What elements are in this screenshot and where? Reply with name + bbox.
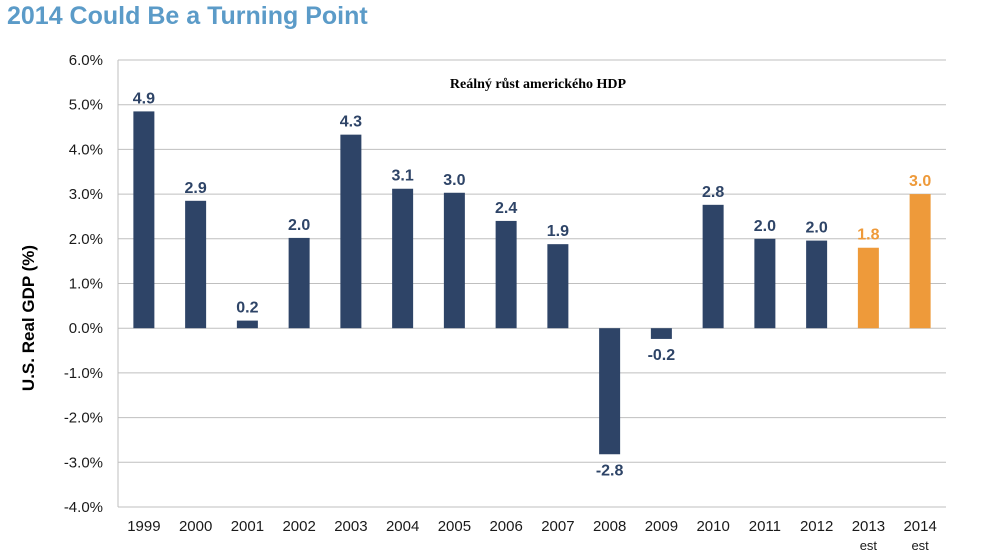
gridlines [117,59,946,508]
x-category-2000: 2000 [179,518,212,535]
y-tick-label: 3.0% [69,186,103,203]
data-label-2005: 3.0 [443,172,465,189]
data-label-2008: -2.8 [596,462,624,479]
chart-title: Reálný růst amerického HDP [450,77,627,92]
bar-2012 [806,240,828,329]
data-label-2009: -0.2 [648,347,676,364]
y-tick-label: -2.0% [64,410,103,427]
y-axis-ticks: 6.0% 5.0% 4.0% 3.0% 2.0% 1.0% 0.0% -1.0% -2.0% -3… [64,52,103,516]
x-category-2001: 2001 [231,518,264,535]
x-category-2004: 2004 [386,518,419,535]
x-category-1999: 1999 [127,518,160,535]
y-tick-label: 4.0% [69,141,103,158]
data-label-1999: 4.9 [133,90,155,107]
bar-2007 [547,244,569,329]
bar-2009 [650,328,672,339]
data-label-2000: 2.9 [185,180,207,197]
y-axis-label: U.S. Real GDP (%) [19,245,38,391]
x-category-2009: 2009 [645,518,678,535]
data-label-2011: 2.0 [754,218,776,235]
x-category-2013: 2013 [852,518,885,535]
bar-2004 [392,188,414,329]
bar-1999 [133,111,155,329]
bar-2014 [909,194,931,329]
bar-2002 [288,237,310,329]
data-label-2010: 2.8 [702,184,724,201]
data-label-2007: 1.9 [547,223,569,240]
y-tick-label: 6.0% [69,52,103,69]
x-category-2005: 2005 [438,518,471,535]
data-label-2012: 2.0 [806,220,828,237]
bar-2011 [754,238,776,329]
x-category-2007: 2007 [541,518,574,535]
y-tick-label: 1.0% [69,276,103,293]
data-labels: 4.9 2.9 0.2 2.0 4.3 3.1 3.0 2.4 1.9 -2.8 -0.2 2.8 2.… [133,90,932,479]
data-label-2002: 2.0 [288,217,310,234]
data-label-2001: 0.2 [236,300,258,317]
bar-2008 [599,328,621,455]
data-label-2014: 3.0 [909,173,931,190]
y-tick-label: -3.0% [64,454,103,471]
y-tick-label: 5.0% [69,97,103,114]
x-category-sublabel: est [911,538,929,553]
x-category-2010: 2010 [696,518,729,535]
y-tick-label: 0.0% [69,320,103,337]
x-category-2003: 2003 [334,518,367,535]
data-label-2004: 3.1 [392,168,414,185]
x-category-2012: 2012 [800,518,833,535]
x-category-2002: 2002 [282,518,315,535]
x-category-sublabel: est [860,538,878,553]
x-axis-categories: 1999 2000 2001 2002 2003 2004 2005 2006 2007 2008… [127,518,937,553]
bars [133,111,931,455]
x-category-2011: 2011 [749,518,781,535]
y-tick-label: -1.0% [64,365,103,382]
bar-2000 [185,200,207,329]
bar-2010 [702,204,724,329]
data-label-2003: 4.3 [340,114,362,131]
y-tick-label: 2.0% [69,231,103,248]
bar-2005 [443,192,465,329]
bar-2006 [495,220,517,329]
y-tick-label: -4.0% [64,499,103,516]
bar-2001 [236,320,258,329]
x-category-2008: 2008 [593,518,626,535]
data-label-2013: 1.8 [857,227,879,244]
bar-2013 [857,247,879,329]
bar-2003 [340,134,362,329]
page-title: 2014 Could Be a Turning Point [7,2,368,30]
x-category-2014: 2014 [903,518,936,535]
x-category-2006: 2006 [489,518,522,535]
data-label-2006: 2.4 [495,200,517,217]
